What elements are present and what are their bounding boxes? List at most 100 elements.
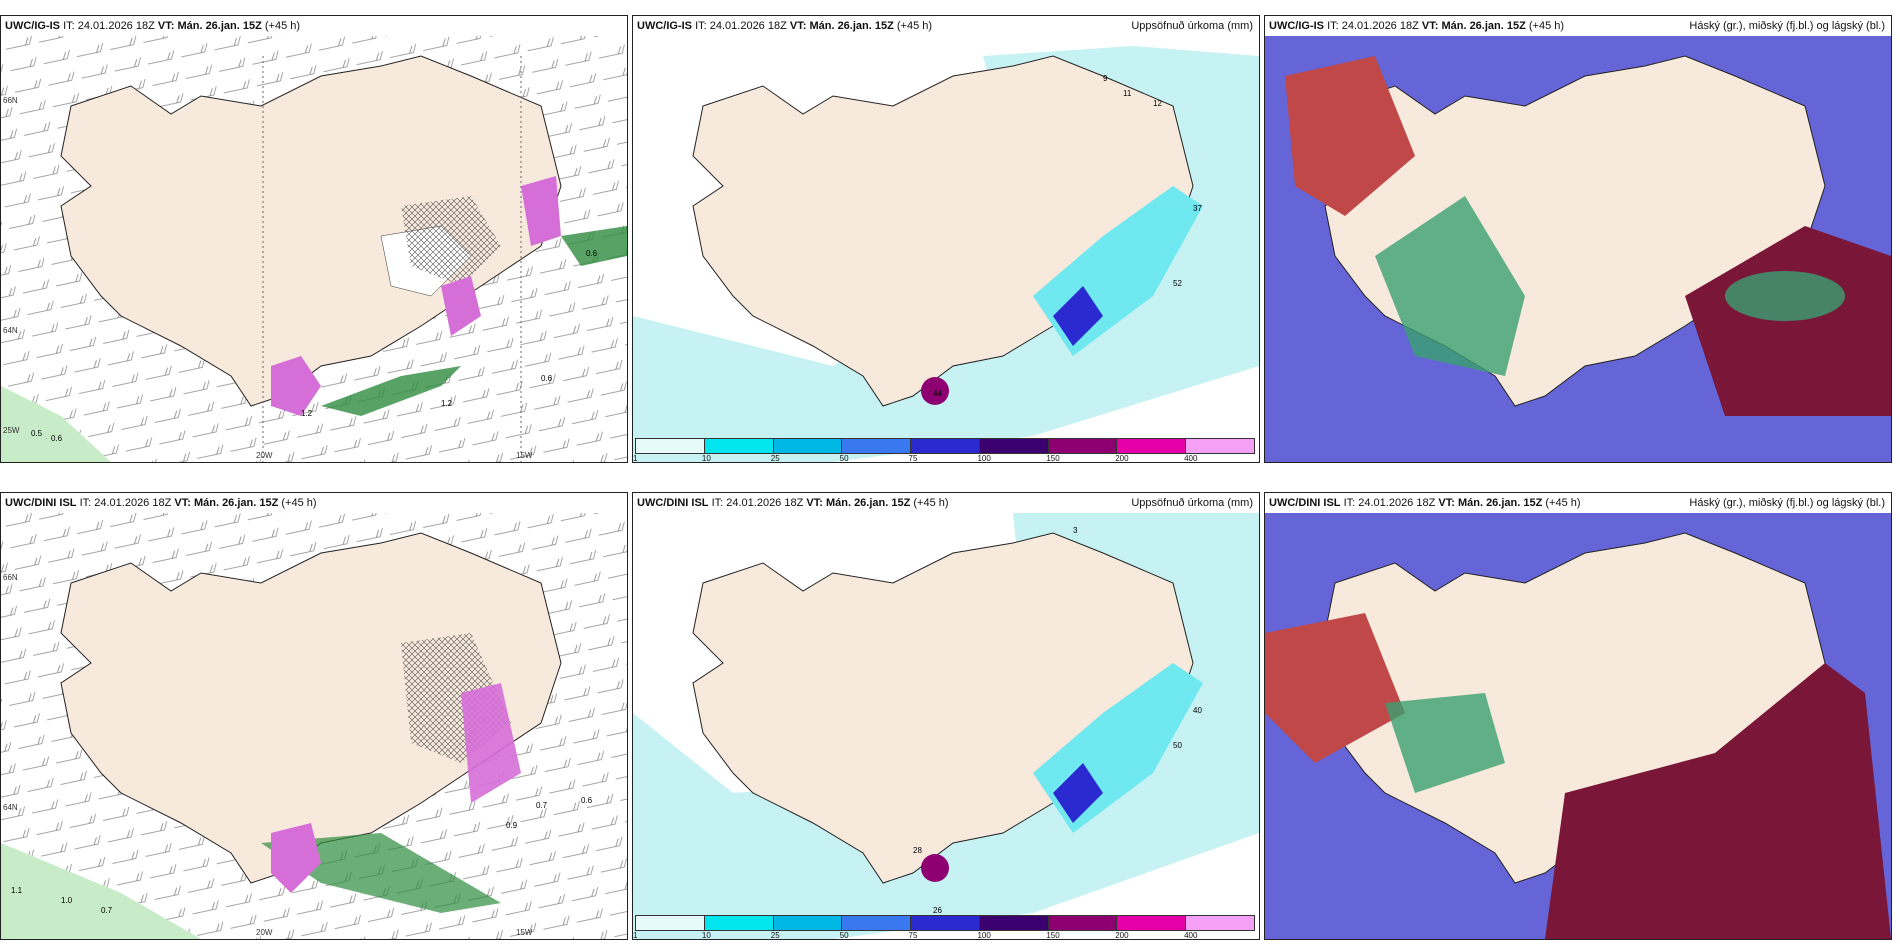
precip-value: 11 (1123, 89, 1132, 98)
legend-swatch (704, 916, 774, 930)
panel-dini-clouds: UWC/DINI ISL IT: 24.01.2026 18Z VT: Mán.… (1264, 492, 1892, 940)
vt-label: VT: (157, 20, 175, 32)
precip-value: 40 (1193, 706, 1202, 715)
legend-swatch (773, 439, 843, 453)
lat-label: 64N (3, 803, 18, 812)
hatched-area (401, 196, 501, 286)
precip-value: 37 (1193, 204, 1202, 213)
legend-swatch (636, 916, 705, 930)
panel-header: UWC/IG-IS IT: 24.01.2026 18Z VT: Mán. 26… (633, 16, 1259, 36)
cloud-green-east (1725, 271, 1845, 321)
it-label: IT: (1327, 20, 1339, 32)
snow-band (321, 366, 461, 416)
precip-core-south (921, 854, 949, 882)
legend-tick: 150 (1046, 454, 1060, 463)
valid-time: Mán. 26.jan. 15Z (1457, 497, 1543, 509)
snow-band-west (1, 386, 111, 462)
precip-core (1053, 286, 1103, 346)
map-svg: 9 11 12 37 52 44 (633, 46, 1259, 462)
map-clouds[interactable] (1265, 513, 1891, 939)
panel-header: UWC/DINI ISL IT: 24.01.2026 18Z VT: Mán.… (1, 493, 627, 513)
model-name: UWC/DINI ISL (5, 497, 77, 509)
precip-core (1053, 763, 1103, 823)
legend-tick: 50 (839, 931, 849, 940)
valid-time: Mán. 26.jan. 15Z (825, 497, 911, 509)
valid-time: Mán. 26.jan. 15Z (809, 20, 894, 32)
legend-swatch (704, 439, 774, 453)
init-time: 24.01.2026 18Z (726, 497, 804, 509)
legend-swatch (979, 916, 1049, 930)
cloud-green (1375, 196, 1525, 376)
panel-header: UWC/DINI ISL IT: 24.01.2026 18Z VT: Mán.… (633, 493, 1259, 513)
cloud-red (1265, 613, 1405, 763)
map-wind-snow[interactable]: 1.1 1.0 0.7 0.6 0.7 0.9 (1, 513, 627, 939)
it-label: IT: (79, 497, 92, 509)
map-precip[interactable]: 9 11 12 37 52 44 (633, 36, 1259, 462)
panel-igis-clouds: UWC/IG-IS IT: 24.01.2026 18Z VT: Mán. 26… (1264, 15, 1892, 463)
legend-tick: 25 (770, 931, 780, 940)
lat-label: 64N (3, 326, 18, 335)
precip-value: 26 (933, 906, 942, 915)
lon-label: 20W (256, 928, 273, 937)
precip-value: 9 (1103, 74, 1108, 83)
snow-value: 0.6 (541, 374, 553, 383)
cloud-maroon (1545, 663, 1891, 939)
legend-tick: 50 (839, 454, 849, 463)
legend-tick: 10 (701, 454, 711, 463)
map-svg: 1.1 1.0 0.7 0.6 0.7 0.9 (1, 513, 627, 939)
model-name: UWC/IG-IS (1269, 20, 1324, 32)
snow-value: 1.2 (441, 399, 453, 408)
lead-time: (+45 h) (913, 497, 949, 509)
snow-value: 0.5 (31, 429, 43, 438)
legend-tick: 75 (908, 454, 918, 463)
map-precip[interactable]: 3 40 50 28 26 (633, 513, 1259, 939)
precip-pink-east (461, 683, 521, 803)
valid-time: Mán. 26.jan. 15Z (177, 20, 262, 32)
lon-label: 20W (256, 451, 273, 460)
vt-label: VT: (1421, 20, 1439, 32)
legend-tick: 400 (1184, 454, 1198, 463)
precip-value: 50 (1173, 741, 1182, 750)
legend-swatch (979, 439, 1049, 453)
model-name: UWC/IG-IS (5, 20, 60, 32)
legend-swatch (1117, 439, 1187, 453)
map-wind-snow[interactable]: 0.5 0.6 1.2 0.6 0.6 1.2 (1, 36, 627, 462)
lead-time: (+45 h) (281, 497, 317, 509)
it-label: IT: (711, 497, 724, 509)
panel-dini-precip: UWC/DINI ISL IT: 24.01.2026 18Z VT: Mán.… (632, 492, 1260, 940)
it-label: IT: (695, 20, 707, 32)
snow-value: 0.7 (101, 906, 113, 915)
snow-value: 1.0 (61, 896, 73, 905)
init-time: 24.01.2026 18Z (77, 20, 155, 32)
map-clouds[interactable] (1265, 36, 1891, 462)
lead-time: (+45 h) (896, 20, 933, 32)
map-svg (1265, 36, 1891, 462)
panel-title: Háský (gr.), miðský (fj.bl.) og lágský (… (1689, 497, 1885, 509)
precip-legend: 1 10 25 50 75 100 150 200 400 (633, 915, 1255, 940)
panel-header: UWC/IG-IS IT: 24.01.2026 18Z VT: Mán. 26… (1265, 16, 1891, 36)
valid-time: Mán. 26.jan. 15Z (1441, 20, 1526, 32)
legend-swatch (1048, 916, 1118, 930)
precip-value: 28 (913, 846, 922, 855)
panel-header: UWC/IG-IS IT: 24.01.2026 18Z VT: Mán. 26… (1, 16, 627, 36)
precip-value: 44 (933, 389, 942, 398)
legend-tick: 100 (977, 931, 991, 940)
snow-band (1, 843, 201, 939)
valid-time: Mán. 26.jan. 15Z (193, 497, 279, 509)
snow-band-south (261, 833, 501, 913)
map-svg: 0.5 0.6 1.2 0.6 0.6 1.2 (1, 36, 627, 462)
legend-swatch (911, 916, 980, 930)
legend-tick: 200 (1115, 931, 1129, 940)
legend-tick: 1 (633, 454, 638, 463)
legend-tick: 1 (633, 931, 638, 940)
model-name: UWC/DINI ISL (1269, 497, 1341, 509)
cloud-red (1285, 56, 1415, 216)
lead-time: (+45 h) (1528, 20, 1565, 32)
legend-swatch (842, 916, 912, 930)
iceland-land (60, 55, 562, 407)
init-time: 24.01.2026 18Z (709, 20, 787, 32)
legend-tick: 25 (770, 454, 780, 463)
lead-time: (+45 h) (1545, 497, 1581, 509)
legend-tick: 75 (908, 931, 918, 940)
iceland-land (60, 532, 562, 884)
